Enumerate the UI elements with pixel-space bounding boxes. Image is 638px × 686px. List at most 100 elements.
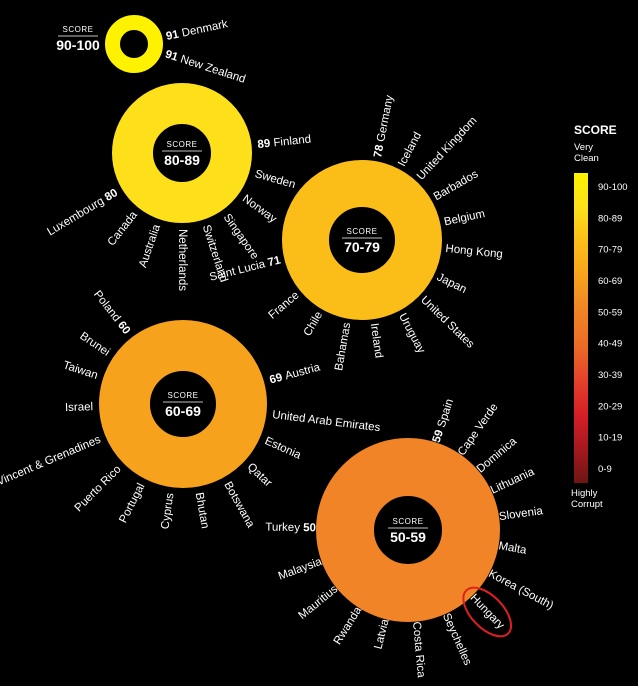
country-label-iceland: Iceland [396, 130, 424, 168]
country-name: Finland [273, 134, 312, 150]
country-label-belgium: Belgium [443, 208, 486, 228]
country-label-austria: 69 Austria [268, 361, 322, 386]
country-label-puerto-rico: Puerto Rico [73, 463, 124, 514]
score-caption: SCORE [167, 140, 198, 149]
country-name: Denmark [181, 18, 229, 39]
legend-band-label: 0-9 [598, 464, 612, 475]
legend-title: SCORE [574, 123, 617, 137]
country-label-taiwan: Taiwan [61, 359, 99, 381]
score-caption: SCORE [63, 25, 94, 34]
country-name: Turkey [265, 522, 303, 535]
country-label-malta: Malta [498, 540, 528, 557]
country-label-bhutan: Bhutan [193, 492, 211, 530]
country-label-japan: Japan [435, 271, 468, 296]
country-score: 71 [267, 254, 283, 269]
legend-gradient-bar [574, 173, 588, 483]
country-label-uruguay: Uruguay [396, 311, 427, 355]
country-label-slovenia: Slovenia [498, 505, 544, 523]
legend-band-label: 90-100 [598, 182, 628, 193]
country-score: 91 [164, 49, 183, 65]
country-label-korea-south: Korea (South) [486, 568, 555, 612]
country-label-barbados: Barbados [432, 168, 481, 203]
legend-band-label: 70-79 [598, 245, 622, 256]
ring-60-69 [99, 320, 267, 488]
legend-bottom-label: Corrupt [571, 499, 603, 510]
country-label-botswana: Botswana [221, 480, 256, 531]
legend-band-label: 80-89 [598, 213, 622, 224]
country-name: Luxembourg [45, 194, 109, 239]
legend-band-label: 30-39 [598, 370, 622, 381]
country-name: Austria [284, 361, 322, 382]
country-label-st-vincent-grenadines: St Vincent & Grenadines [0, 434, 103, 494]
country-label-hungary: Hungary [468, 592, 507, 632]
country-label-estonia: Estonia [263, 435, 303, 462]
highlight-circle [462, 586, 513, 638]
country-label-lithuania: Lithuania [489, 466, 537, 497]
country-label-norway: Norway [240, 193, 279, 226]
country-label-denmark: 91 Denmark [165, 18, 229, 43]
legend-band-label: 50-59 [598, 307, 622, 318]
country-label-qatar: Qatar [245, 461, 274, 490]
country-label-netherlands: Netherlands [176, 229, 188, 291]
ring-50-59 [316, 438, 500, 622]
country-label-bahamas: Bahamas [333, 321, 353, 371]
country-label-cyprus: Cyprus [160, 492, 177, 530]
country-label-mauritius: Mauritius [296, 583, 340, 622]
legend-band-label: 60-69 [598, 276, 622, 287]
legend-top-label: Clean [574, 153, 599, 164]
country-label-portugal: Portugal [117, 481, 147, 525]
country-label-poland: Poland 60 [91, 289, 132, 337]
country-score: 69 [268, 371, 287, 387]
ring-70-79 [282, 160, 442, 320]
country-score: 50 [303, 522, 316, 534]
score-range: 50-59 [390, 529, 426, 545]
legend-band-label: 20-29 [598, 401, 622, 412]
country-score: 80 [103, 187, 120, 204]
country-label-latvia: Latvia [372, 617, 391, 650]
country-label-seychelles: Seychelles [440, 612, 474, 668]
country-label-australia: Australia [137, 222, 163, 269]
country-label-israel: Israel [65, 401, 94, 414]
country-label-brunei: Brunei [77, 330, 111, 359]
country-name: New Zealand [179, 53, 247, 85]
country-label-rwanda: Rwanda [332, 604, 365, 647]
country-score: 89 [257, 137, 274, 151]
score-range: 90-100 [56, 37, 100, 53]
country-label-france: France [266, 289, 301, 321]
country-score: 78 [372, 141, 387, 159]
country-label-dominica: Dominica [475, 435, 520, 475]
country-label-finland: 89 Finland [257, 134, 312, 152]
country-label-turkey: Turkey 50 [265, 522, 316, 535]
legend-top-label: Very [574, 142, 593, 153]
score-range: 70-79 [344, 239, 380, 255]
score-group-90-100: SCORE 90-100 91 Denmark 91 New Zealand [56, 15, 247, 86]
country-name: Germany [375, 94, 396, 143]
country-name: Poland [91, 289, 124, 327]
country-label-germany: 78 Germany [372, 94, 396, 159]
score-caption: SCORE [168, 391, 199, 400]
country-label-costa-rica: Costa Rica [410, 621, 427, 679]
country-label-canada: Canada [106, 209, 141, 249]
ring-80-89 [112, 83, 252, 223]
country-score: 59 [431, 425, 447, 444]
country-label-ireland: Ireland [368, 322, 385, 358]
score-range: 60-69 [165, 403, 201, 419]
country-label-malaysia: Malaysia [277, 556, 324, 583]
legend-band-label: 40-49 [598, 339, 622, 350]
legend-band-label: 10-19 [598, 433, 622, 444]
country-label-chile: Chile [302, 310, 326, 339]
country-label-luxembourg: Luxembourg 80 [45, 187, 120, 238]
country-label-hong-kong: Hong Kong [445, 243, 503, 261]
country-label-united-states: United States [418, 294, 476, 351]
country-label-united-arab-emirates: United Arab Emirates [272, 409, 382, 434]
score-range: 80-89 [164, 152, 200, 168]
country-label-sweden: Sweden [253, 168, 296, 191]
legend-bottom-label: Highly [571, 488, 598, 499]
country-label-spain: 59 Spain [431, 397, 456, 444]
country-name: Spain [436, 397, 457, 429]
score-caption: SCORE [347, 227, 378, 236]
